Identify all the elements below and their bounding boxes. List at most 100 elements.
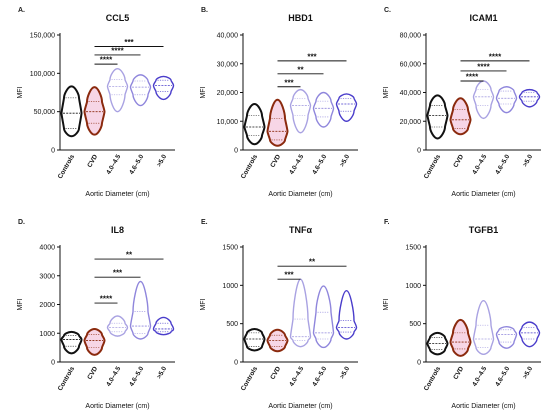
violin-2 xyxy=(472,299,495,356)
violin-4 xyxy=(152,75,175,101)
violin-0 xyxy=(60,85,83,138)
violin-3 xyxy=(312,91,335,128)
significance-label: *** xyxy=(284,78,294,87)
category-label: 4.6–5.0 xyxy=(128,153,145,176)
violin-3 xyxy=(495,86,518,114)
category-label: CVD xyxy=(86,153,99,169)
category-label: 4.0–4.5 xyxy=(288,153,305,176)
violin-0 xyxy=(60,330,83,355)
significance-label: **** xyxy=(100,295,113,304)
category-label: >5.0 xyxy=(339,153,352,168)
y-tick-label: 1000 xyxy=(39,331,55,338)
y-tick-label: 4000 xyxy=(39,245,55,252)
violin-1 xyxy=(83,86,106,136)
category-label: 4.0–4.5 xyxy=(105,365,122,388)
violin-0 xyxy=(243,328,266,352)
y-tick-label: 3000 xyxy=(39,273,55,280)
category-label: CVD xyxy=(269,365,282,381)
violin-0 xyxy=(426,331,449,356)
category-label: 4.0–4.5 xyxy=(105,153,122,176)
violin-4 xyxy=(335,93,358,122)
violin-4 xyxy=(152,316,175,336)
x-axis-label: Aortic Diameter (cm) xyxy=(268,403,332,410)
violin-4 xyxy=(518,88,541,108)
significance-label: *** xyxy=(284,271,294,280)
category-label: 4.0–4.5 xyxy=(288,365,305,388)
y-tick-label: 60,000 xyxy=(400,61,422,68)
y-axis-label: MFI xyxy=(200,86,207,98)
violin-2 xyxy=(106,68,129,113)
x-axis-label: Aortic Diameter (cm) xyxy=(268,191,332,198)
y-tick-label: 100,000 xyxy=(30,71,55,78)
y-tick-label: 1500 xyxy=(405,245,421,252)
y-tick-label: 50,000 xyxy=(34,109,56,116)
violin-4 xyxy=(335,289,358,340)
panel-title: TGFB1 xyxy=(469,225,499,235)
violin-3 xyxy=(495,326,518,349)
panel-il8: D. IL8 0 1000 2000 3000 4000 MFI Controls CVD 4.0–… xyxy=(17,219,175,410)
x-axis-label: Aortic Diameter (cm) xyxy=(85,191,149,198)
y-tick-label: 40,000 xyxy=(217,33,239,40)
y-axis-label: MFI xyxy=(17,86,24,98)
panel-letter: F. xyxy=(384,219,390,226)
panel-letter: E. xyxy=(201,219,208,226)
significance-label: **** xyxy=(466,73,479,82)
panel-letter: A. xyxy=(18,7,25,14)
significance-label: **** xyxy=(100,56,113,65)
violin-3 xyxy=(129,74,152,107)
category-label: >5.0 xyxy=(156,153,169,168)
category-label: 4.6–5.0 xyxy=(128,365,145,388)
y-tick-label: 20,000 xyxy=(217,90,239,97)
category-label: Controls xyxy=(240,365,260,392)
y-tick-label: 1000 xyxy=(405,283,421,290)
y-tick-label: 0 xyxy=(234,148,238,155)
significance-label: **** xyxy=(111,46,124,55)
y-axis-label: MFI xyxy=(383,298,390,310)
category-label: >5.0 xyxy=(156,365,169,380)
violin-1 xyxy=(266,98,289,147)
panel-title: HBD1 xyxy=(288,13,313,23)
violin-0 xyxy=(243,102,266,146)
y-tick-label: 40,000 xyxy=(400,90,422,97)
x-axis-label: Aortic Diameter (cm) xyxy=(451,403,515,410)
significance-label: **** xyxy=(477,62,490,71)
y-tick-label: 0 xyxy=(417,148,421,155)
violin-2 xyxy=(106,315,129,337)
category-label: CVD xyxy=(452,365,465,381)
y-tick-label: 30,000 xyxy=(217,61,239,68)
panel-title: TNFα xyxy=(289,225,312,235)
significance-label: **** xyxy=(489,52,502,61)
category-label: CVD xyxy=(452,153,465,169)
y-tick-label: 0 xyxy=(51,148,55,155)
y-tick-label: 0 xyxy=(417,360,421,367)
x-axis-label: Aortic Diameter (cm) xyxy=(451,191,515,198)
x-axis-label: Aortic Diameter (cm) xyxy=(85,403,149,410)
panel-title: ICAM1 xyxy=(469,13,497,23)
y-axis-label: MFI xyxy=(383,86,390,98)
y-axis-label: MFI xyxy=(17,298,24,310)
violin-2 xyxy=(289,278,312,348)
category-label: CVD xyxy=(269,153,282,169)
y-tick-label: 150,000 xyxy=(30,33,55,40)
panel-letter: D. xyxy=(18,219,25,226)
violin-1 xyxy=(83,327,106,356)
category-label: 4.6–5.0 xyxy=(494,153,511,176)
significance-label: *** xyxy=(113,269,123,278)
violin-1 xyxy=(449,318,472,357)
category-label: 4.6–5.0 xyxy=(311,153,328,176)
violin-3 xyxy=(129,280,152,340)
y-tick-label: 500 xyxy=(226,321,238,328)
y-tick-label: 1500 xyxy=(222,245,238,252)
violin-0 xyxy=(426,94,449,140)
significance-label: *** xyxy=(307,52,317,61)
category-label: Controls xyxy=(57,365,77,392)
panel-letter: B. xyxy=(201,7,208,14)
category-label: 4.0–4.5 xyxy=(471,153,488,176)
y-tick-label: 0 xyxy=(234,360,238,367)
category-label: Controls xyxy=(57,153,77,180)
panel-letter: C. xyxy=(384,7,391,14)
category-label: 4.6–5.0 xyxy=(311,365,328,388)
violin-1 xyxy=(449,97,472,136)
y-tick-label: 0 xyxy=(51,360,55,367)
